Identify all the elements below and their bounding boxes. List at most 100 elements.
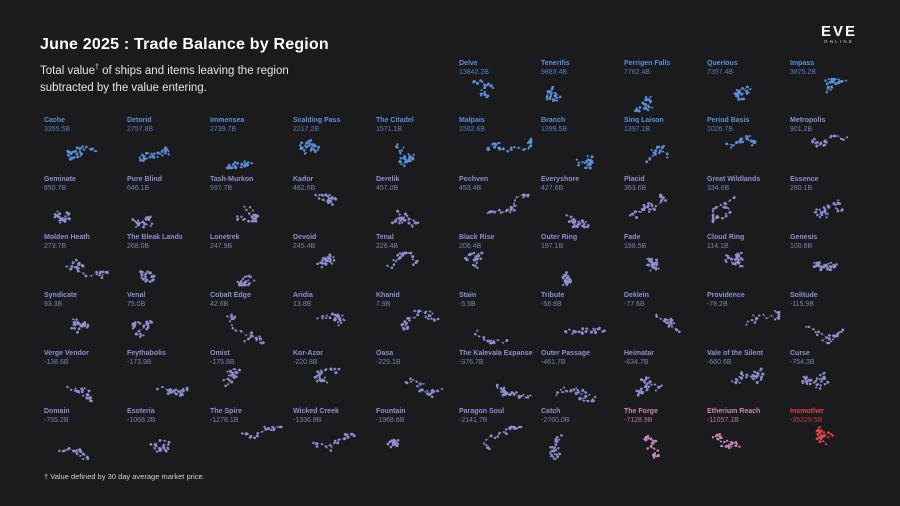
system-dot xyxy=(727,444,730,448)
region-value: 114.1B xyxy=(707,243,729,250)
system-dot xyxy=(60,218,63,221)
system-dot xyxy=(76,330,79,334)
system-dot xyxy=(400,217,404,220)
system-dot xyxy=(839,80,842,83)
system-dot xyxy=(161,385,164,389)
system-dot xyxy=(573,224,576,227)
system-dot xyxy=(432,389,435,393)
system-dot xyxy=(305,145,308,149)
region-cell-perrigen-falls: Perrigen Falls 7762.4B xyxy=(624,59,704,115)
system-dot xyxy=(667,322,670,325)
system-dot xyxy=(333,367,336,371)
system-dot xyxy=(577,330,581,333)
system-dot xyxy=(827,436,830,439)
system-dot xyxy=(239,282,243,286)
system-dot xyxy=(473,333,477,336)
system-dot xyxy=(256,434,259,438)
system-dot xyxy=(517,146,520,150)
system-dot xyxy=(230,380,234,384)
system-dot xyxy=(750,318,754,322)
region-map-catch xyxy=(549,434,563,460)
region-value: -77.6B xyxy=(624,301,645,308)
system-dot xyxy=(404,381,408,384)
system-dot xyxy=(227,378,230,381)
region-map-venal xyxy=(131,320,154,338)
system-dot xyxy=(802,375,805,379)
system-dot xyxy=(407,252,410,254)
system-dot xyxy=(74,450,78,453)
system-dot xyxy=(259,341,262,344)
system-dot xyxy=(550,87,554,91)
system-dot xyxy=(133,321,137,324)
system-dot xyxy=(588,166,592,170)
region-name: Great Wildlands xyxy=(707,176,761,183)
system-dot xyxy=(487,82,490,85)
system-dot xyxy=(757,373,760,376)
system-dot xyxy=(321,257,324,260)
system-dot xyxy=(840,209,844,212)
system-dot xyxy=(227,374,230,377)
system-dot xyxy=(659,149,662,152)
system-dot xyxy=(307,144,311,147)
system-dot xyxy=(144,151,148,155)
system-dot xyxy=(300,141,303,145)
system-dot xyxy=(552,449,555,452)
system-dot xyxy=(586,399,590,403)
system-dot xyxy=(737,254,741,258)
system-dot xyxy=(565,389,568,393)
system-dot xyxy=(132,325,135,329)
system-dot xyxy=(826,88,829,91)
system-dot xyxy=(805,381,809,384)
system-dot xyxy=(405,214,409,217)
system-dot xyxy=(523,148,526,151)
system-dot xyxy=(328,253,331,256)
system-dot xyxy=(574,330,577,334)
system-dot xyxy=(818,208,821,211)
system-dot xyxy=(390,266,394,270)
system-dot xyxy=(315,445,319,448)
system-dot xyxy=(498,208,501,212)
system-dot xyxy=(471,263,475,267)
system-dot xyxy=(247,161,250,164)
system-dot xyxy=(336,441,340,445)
region-cell-cloud-ring: Cloud Ring 114.1B xyxy=(707,233,787,289)
system-dot xyxy=(559,388,562,391)
system-dot xyxy=(583,161,586,165)
system-dot xyxy=(419,310,422,312)
region-map-lonetrek xyxy=(236,274,256,287)
region-map-providence xyxy=(745,310,781,326)
system-dot xyxy=(654,205,657,208)
system-dot xyxy=(307,139,310,143)
system-dot xyxy=(648,381,651,384)
system-dot xyxy=(338,438,341,441)
system-dot xyxy=(341,314,344,317)
system-dot xyxy=(633,210,637,214)
system-dot xyxy=(820,379,823,383)
system-dot xyxy=(149,271,152,275)
region-name: Kor-Azor xyxy=(293,350,323,357)
system-dot xyxy=(819,141,823,145)
system-dot xyxy=(653,383,657,386)
system-dot xyxy=(326,314,328,317)
system-dot xyxy=(79,454,82,458)
system-dot xyxy=(340,322,343,325)
region-cell-devoid: Devoid 245.4B xyxy=(293,233,373,289)
system-dot xyxy=(731,380,734,383)
system-dot xyxy=(311,145,313,148)
system-dot xyxy=(820,267,823,271)
system-dot xyxy=(653,452,657,455)
system-dot xyxy=(583,225,586,229)
system-dot xyxy=(750,144,754,147)
region-cell-the-spire: The Spire -1278.1B xyxy=(210,407,290,463)
region-cell-impass: Impass 3875.2B xyxy=(790,59,870,115)
system-dot xyxy=(149,442,153,446)
region-name: Molden Heath xyxy=(44,234,90,241)
system-dot xyxy=(502,341,505,344)
system-dot xyxy=(328,443,332,447)
system-dot xyxy=(98,272,102,275)
system-dot xyxy=(592,327,595,330)
system-dot xyxy=(813,137,816,141)
region-name: Placid xyxy=(624,176,645,183)
system-dot xyxy=(71,261,75,265)
system-dot xyxy=(738,265,742,268)
